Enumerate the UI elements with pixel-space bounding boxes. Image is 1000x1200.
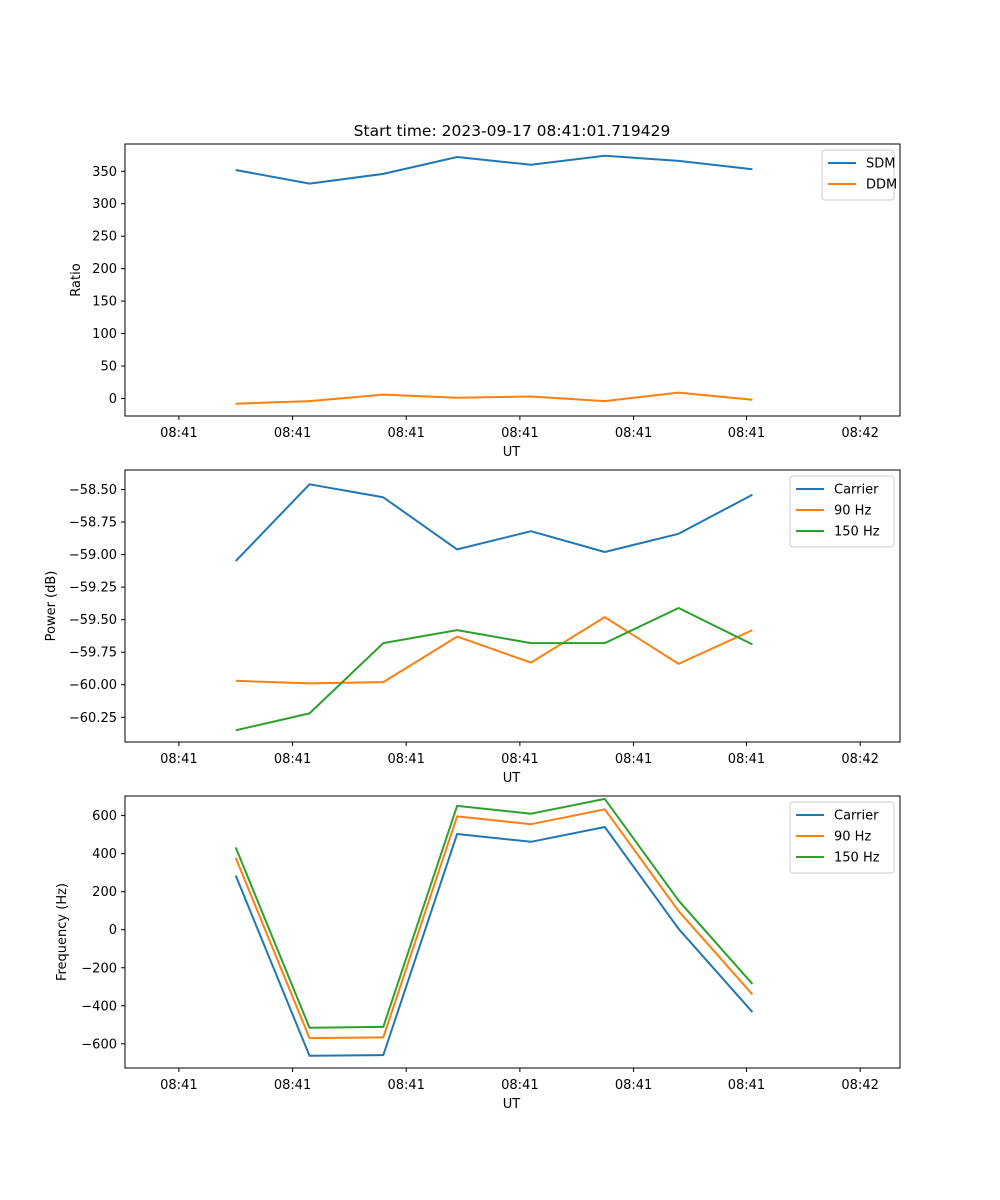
power-x-tick-label: 08:41: [274, 752, 311, 767]
power-y-tick-label: −60.25: [69, 711, 117, 726]
ratio-panel: 08:41 08:41 08:41 08:41 08:41 08:41 08:42 0 50 10…: [69, 143, 901, 460]
frequency-x-tick-label: 08:41: [615, 1078, 652, 1093]
frequency-panel: 08:41 08:41 08:41 08:41 08:41 08:41 08:42 −600 −…: [55, 795, 901, 1112]
ratio-legend: SDM DDM: [821, 149, 897, 201]
frequency-y-tick-label: 400: [92, 847, 117, 862]
ratio-x-axis-label: UT: [503, 445, 521, 460]
frequency-series-90-hz-line: [234, 808, 754, 1040]
ratio-series-sdm-line: [235, 154, 753, 185]
ratio-y-tick-label: 300: [92, 197, 117, 212]
frequency-axes-frame: [124, 795, 901, 1069]
power-legend-label: 150 Hz: [834, 525, 880, 540]
frequency-series-150-hz-line: [234, 797, 754, 1029]
ratio-x-tick-label: 08:42: [841, 426, 878, 441]
power-y-tick-label: −58.50: [69, 483, 117, 498]
frequency-y-tick-label: 0: [109, 923, 117, 938]
ratio-x-tick-label: 08:41: [274, 426, 311, 441]
power-series-carrier-line: [234, 483, 753, 562]
ratio-y-tick-label: 100: [92, 327, 117, 342]
frequency-x-axis-label: UT: [503, 1097, 521, 1112]
power-y-tick-label: −59.25: [69, 581, 117, 596]
power-legend: Carrier 90 Hz 150 Hz: [789, 475, 895, 548]
power-x-tick-label: 08:41: [160, 752, 197, 767]
ratio-y-tick-label: 350: [92, 165, 117, 180]
power-y-tick-label: −59.00: [69, 548, 117, 563]
frequency-x-tick-label: 08:41: [274, 1078, 311, 1093]
power-series-150-hz-line: [235, 607, 753, 732]
frequency-x-tick-label: 08:41: [387, 1078, 424, 1093]
power-legend-label: 90 Hz: [834, 504, 871, 519]
ratio-legend-label: DDM: [866, 178, 897, 193]
ratio-y-tick-label: 250: [92, 230, 117, 245]
frequency-y-tick-label: −600: [81, 1037, 117, 1052]
frequency-legend: Carrier 90 Hz 150 Hz: [789, 801, 895, 874]
power-x-axis-label: UT: [503, 771, 521, 786]
frequency-y-tick-label: −400: [81, 999, 117, 1014]
power-x-tick-label: 08:41: [387, 752, 424, 767]
frequency-legend-label: Carrier: [834, 809, 879, 824]
ratio-x-tick-label: 08:41: [160, 426, 197, 441]
frequency-y-tick-label: 200: [92, 885, 117, 900]
frequency-legend-label: 90 Hz: [834, 830, 871, 845]
ratio-legend-label: SDM: [866, 157, 895, 172]
power-x-tick-label: 08:41: [615, 752, 652, 767]
power-y-tick-label: −60.00: [69, 678, 117, 693]
power-y-tick-label: −59.50: [69, 613, 117, 628]
frequency-legend-box: [789, 801, 895, 874]
frequency-series-carrier-line: [234, 826, 754, 1057]
power-x-tick-label: 08:41: [501, 752, 538, 767]
power-y-tick-label: −58.75: [69, 516, 117, 531]
frequency-x-tick-label: 08:41: [728, 1078, 765, 1093]
power-y-tick-label: −59.75: [69, 646, 117, 661]
ratio-y-tick-label: 200: [92, 262, 117, 277]
frequency-y-tick-label: 600: [92, 809, 117, 824]
ratio-x-tick-label: 08:41: [728, 426, 765, 441]
power-legend-box: [789, 475, 895, 548]
power-x-tick-label: 08:42: [841, 752, 878, 767]
ratio-x-tick-label: 08:41: [615, 426, 652, 441]
ratio-y-tick-label: 50: [100, 360, 117, 375]
power-series-90-hz-line: [235, 616, 753, 685]
power-panel: 08:41 08:41 08:41 08:41 08:41 08:41 08:42 −60.2…: [44, 469, 901, 786]
frequency-x-tick-label: 08:41: [160, 1078, 197, 1093]
frequency-legend-label: 150 Hz: [834, 851, 880, 866]
figure-title: Start time: 2023-09-17 08:41:01.719429: [354, 122, 671, 140]
ratio-y-axis-label: Ratio: [69, 263, 84, 296]
power-x-tick-label: 08:41: [728, 752, 765, 767]
ratio-axes-frame: [124, 143, 901, 417]
frequency-x-tick-label: 08:42: [841, 1078, 878, 1093]
frequency-x-tick-label: 08:41: [501, 1078, 538, 1093]
power-y-axis-label: Power (dB): [44, 571, 59, 642]
frequency-y-tick-label: −200: [81, 961, 117, 976]
ratio-y-tick-label: 0: [109, 392, 117, 407]
frequency-y-axis-label: Frequency (Hz): [55, 883, 70, 981]
ratio-series-ddm-line: [235, 391, 753, 405]
ratio-x-tick-label: 08:41: [501, 426, 538, 441]
power-legend-label: Carrier: [834, 483, 879, 498]
power-axes-frame: [124, 469, 901, 743]
ratio-y-tick-label: 150: [92, 295, 117, 310]
ratio-x-tick-label: 08:41: [387, 426, 424, 441]
